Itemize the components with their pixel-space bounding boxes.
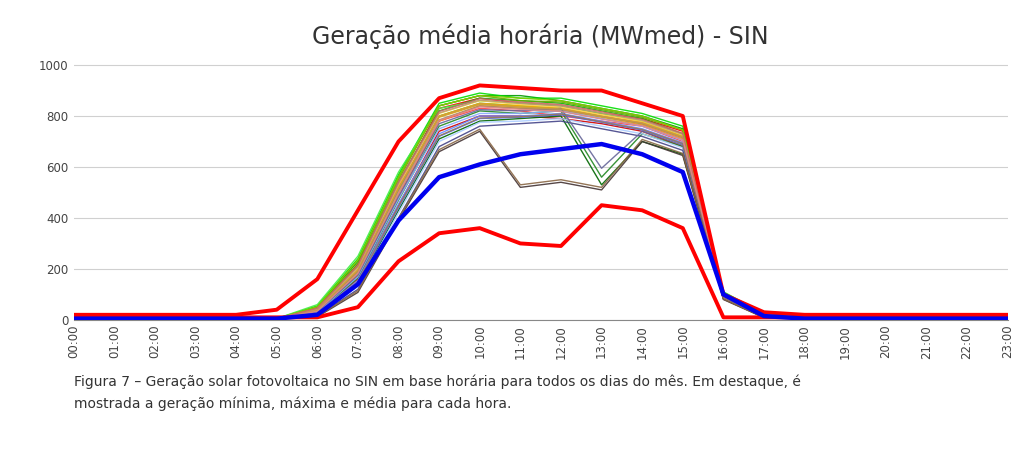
Title: Geração média horária (MWmed) - SIN: Geração média horária (MWmed) - SIN <box>312 23 769 49</box>
Text: Figura 7 – Geração solar fotovoltaica no SIN em base horária para todos os dias : Figura 7 – Geração solar fotovoltaica no… <box>74 375 801 411</box>
